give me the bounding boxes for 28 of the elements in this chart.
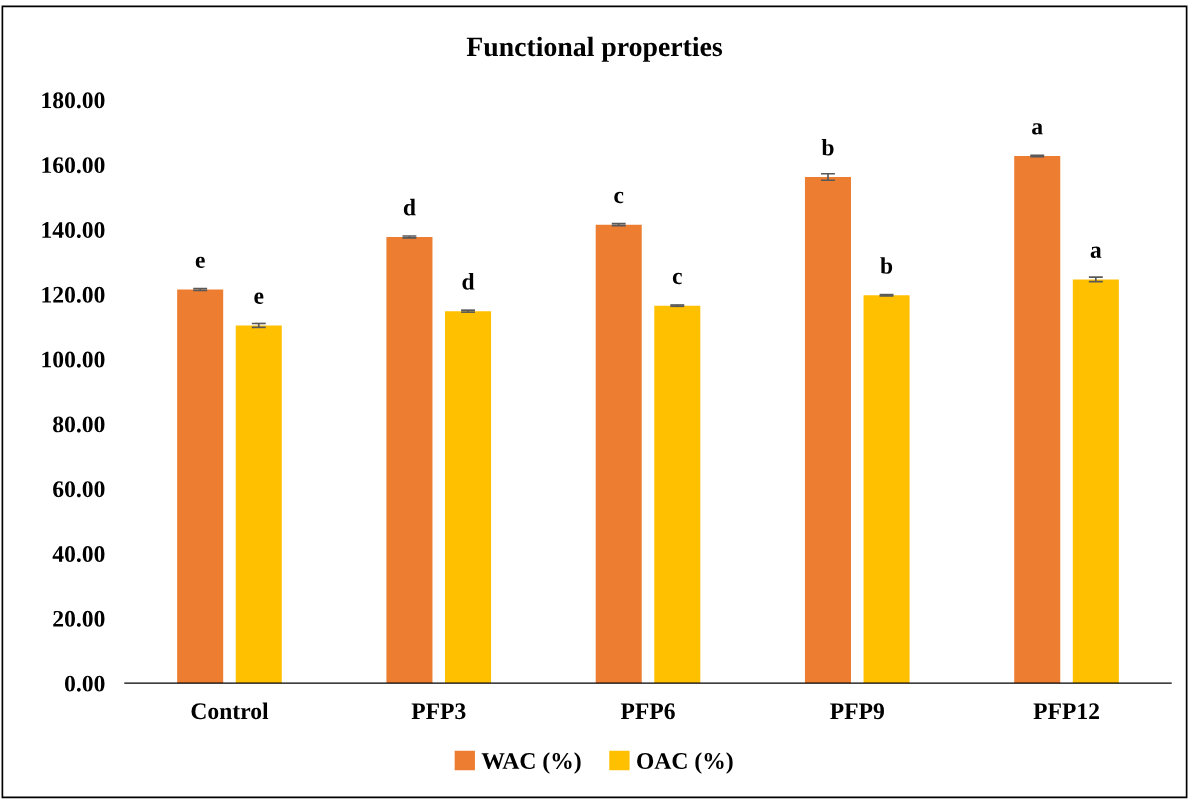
data-label: b xyxy=(880,257,893,274)
data-label: c xyxy=(672,272,682,285)
data-label: c xyxy=(614,191,624,204)
data-label: e xyxy=(195,256,205,268)
y-tick-label: 0.00 xyxy=(64,675,105,692)
y-tick-label: 20.00 xyxy=(53,610,105,627)
data-label: d xyxy=(403,198,416,216)
legend-label: WAC (%) xyxy=(481,752,581,774)
data-label: a xyxy=(1032,123,1043,135)
data-label: e xyxy=(254,292,264,304)
x-tick-label: PFP6 xyxy=(620,703,675,720)
x-tick-label: Control xyxy=(191,702,269,720)
data-label: d xyxy=(462,273,475,290)
y-tick-label: 40.00 xyxy=(52,546,105,563)
chart-title: Functional properties xyxy=(466,36,723,62)
y-tick-label: 100.00 xyxy=(42,351,105,368)
x-tick-label: PFP9 xyxy=(830,703,884,720)
data-label: b xyxy=(821,138,834,156)
y-tick-label: 120.00 xyxy=(42,286,105,303)
data-label: a xyxy=(1090,246,1102,258)
y-tick-label: 60.00 xyxy=(53,481,105,498)
x-tick-label: PFP3 xyxy=(411,703,466,720)
y-tick-label: 80.00 xyxy=(53,416,105,433)
x-tick-label: PFP12 xyxy=(1033,703,1099,719)
legend-label: OAC (%) xyxy=(637,752,733,774)
y-tick-label: 160.00 xyxy=(42,157,105,174)
y-tick-label: 180.00 xyxy=(42,92,105,109)
y-tick-label: 140.00 xyxy=(42,221,105,239)
